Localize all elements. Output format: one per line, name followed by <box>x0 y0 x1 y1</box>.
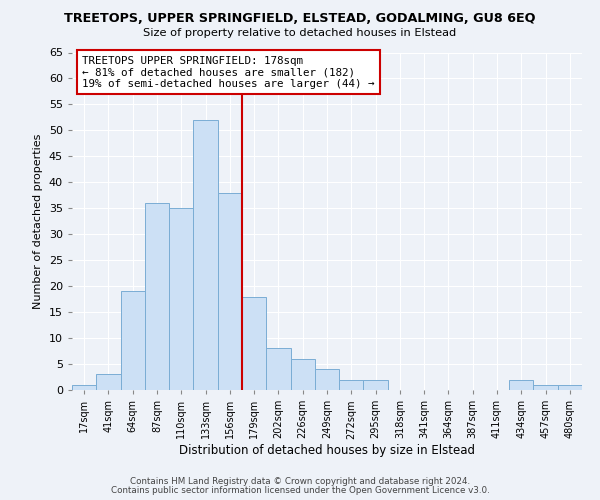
Bar <box>339 380 364 390</box>
Bar <box>533 385 558 390</box>
Bar <box>218 192 242 390</box>
Bar <box>121 292 145 390</box>
Text: TREETOPS, UPPER SPRINGFIELD, ELSTEAD, GODALMING, GU8 6EQ: TREETOPS, UPPER SPRINGFIELD, ELSTEAD, GO… <box>64 12 536 26</box>
Bar <box>290 359 315 390</box>
Bar <box>96 374 121 390</box>
Bar <box>242 296 266 390</box>
Text: Size of property relative to detached houses in Elstead: Size of property relative to detached ho… <box>143 28 457 38</box>
Bar <box>558 385 582 390</box>
Bar <box>193 120 218 390</box>
Bar <box>72 385 96 390</box>
Bar <box>509 380 533 390</box>
Bar <box>364 380 388 390</box>
Text: Contains HM Land Registry data © Crown copyright and database right 2024.: Contains HM Land Registry data © Crown c… <box>130 477 470 486</box>
X-axis label: Distribution of detached houses by size in Elstead: Distribution of detached houses by size … <box>179 444 475 457</box>
Text: Contains public sector information licensed under the Open Government Licence v3: Contains public sector information licen… <box>110 486 490 495</box>
Bar <box>169 208 193 390</box>
Text: TREETOPS UPPER SPRINGFIELD: 178sqm
← 81% of detached houses are smaller (182)
19: TREETOPS UPPER SPRINGFIELD: 178sqm ← 81%… <box>82 56 374 89</box>
Bar <box>266 348 290 390</box>
Y-axis label: Number of detached properties: Number of detached properties <box>33 134 43 309</box>
Bar <box>145 203 169 390</box>
Bar <box>315 369 339 390</box>
